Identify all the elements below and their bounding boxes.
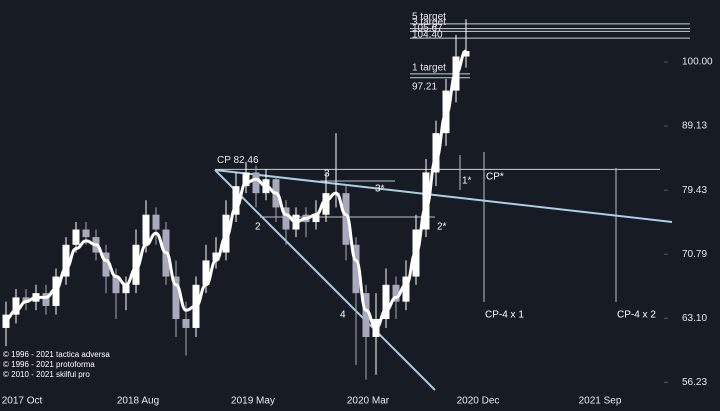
candle-body xyxy=(122,284,130,294)
wave-label: 2* xyxy=(437,222,447,233)
candle-body xyxy=(352,244,360,294)
level-label: 104.40 xyxy=(412,30,443,41)
wave-label: 1* xyxy=(462,176,472,187)
candle-body xyxy=(172,276,180,320)
x-tick-label: 2019 May xyxy=(231,396,275,407)
candle-body xyxy=(2,314,10,328)
time-label: CP-4 x 1 xyxy=(485,310,524,321)
level-label: CP 82.46 xyxy=(217,155,259,166)
candle-body xyxy=(432,133,440,173)
y-tick-label: 63.10 xyxy=(682,313,707,324)
candle-body xyxy=(42,293,50,306)
candle-body xyxy=(402,276,410,302)
candle-body xyxy=(212,252,220,261)
x-tick-label: 2020 Mar xyxy=(347,396,390,407)
candle-body xyxy=(102,252,110,277)
trend-line xyxy=(214,169,436,391)
candle-body xyxy=(12,297,20,315)
level-label: 97.21 xyxy=(412,81,437,92)
wave-label: 2 xyxy=(255,222,261,233)
candle-body xyxy=(342,193,350,245)
time-label: CP-4 x 2 xyxy=(617,310,656,321)
trend-line xyxy=(214,169,673,223)
level-label: 105.67 xyxy=(412,23,443,34)
y-tick-label: 79.43 xyxy=(682,185,707,196)
candle-body xyxy=(322,193,330,215)
candle-body xyxy=(62,244,70,277)
candle-body xyxy=(202,260,210,285)
wave-label: 3 xyxy=(324,169,330,180)
level-label: 1 target xyxy=(412,62,446,73)
y-tick-label: 70.79 xyxy=(682,249,707,260)
candle-body xyxy=(362,293,370,337)
candle-body xyxy=(142,214,150,245)
candle-body xyxy=(232,186,240,215)
candle-body xyxy=(82,229,90,238)
candle-body xyxy=(112,276,120,294)
candle-body xyxy=(252,172,260,194)
candle-body xyxy=(442,90,450,134)
candle-body xyxy=(182,319,190,328)
smooth-line xyxy=(5,49,467,330)
candle-body xyxy=(222,214,230,253)
cp-star-label: CP* xyxy=(486,172,504,183)
candle-body xyxy=(152,214,160,230)
wave-label: 3* xyxy=(375,184,385,195)
annotations: 3 2 4 1* 2* 3* CP* CP-4 x 1 CP-4 x 2 © 1… xyxy=(3,169,656,379)
copyright: © 2010 - 2021 skilful pro xyxy=(3,370,90,379)
y-tick-label: 89.13 xyxy=(682,121,707,132)
x-tick-label: 2018 Aug xyxy=(117,396,159,407)
candle-body xyxy=(22,297,30,302)
candle-body xyxy=(242,172,250,187)
candle-body xyxy=(282,207,290,230)
candle-body xyxy=(462,51,470,57)
x-tick-label: 2021 Sep xyxy=(579,396,622,407)
candle-body xyxy=(422,172,430,230)
level-label: 5 target xyxy=(412,12,446,23)
x-tick-label: 2020 Dec xyxy=(457,396,500,407)
y-tick-label: 100.00 xyxy=(682,57,713,68)
level-label: 3 target xyxy=(412,17,446,28)
candle-body xyxy=(392,284,400,302)
candle-body xyxy=(312,214,320,223)
candle-body xyxy=(132,244,140,285)
candle-body xyxy=(382,284,390,320)
y-tick-label: 56.23 xyxy=(682,377,707,388)
x-tick-label: 2017 Oct xyxy=(2,396,43,407)
candle-body xyxy=(52,276,60,306)
copyright: © 1996 - 2021 tactica adversa xyxy=(3,350,110,359)
copyright: © 1996 - 2021 protoforma xyxy=(3,360,95,369)
wave-label: 4 xyxy=(340,310,346,321)
candle-body xyxy=(72,229,80,245)
